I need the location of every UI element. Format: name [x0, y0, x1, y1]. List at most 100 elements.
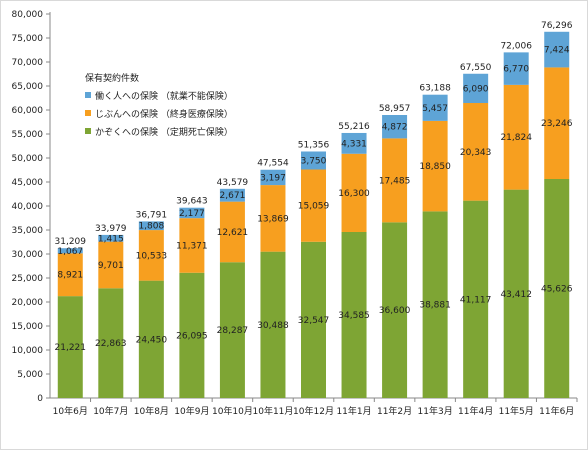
bar-segment: [544, 31, 570, 68]
y-tick-label: 65,000: [12, 82, 44, 92]
total-label: 51,356: [298, 140, 330, 150]
bar-segment: [422, 211, 448, 398]
data-label: 12,621: [217, 228, 249, 238]
legend-swatch: [85, 110, 91, 116]
total-label: 58,957: [379, 104, 411, 114]
total-label: 47,554: [257, 159, 289, 169]
bar-segment: [544, 178, 570, 398]
bar-segment: [341, 132, 367, 154]
x-tick-label: 11年1月: [336, 405, 371, 417]
bar-segment: [544, 67, 570, 179]
bar-segment: [301, 151, 326, 170]
bar-segment: [503, 52, 529, 85]
legend-title: 保有契約件数: [85, 72, 139, 84]
data-label: 6,770: [503, 65, 529, 75]
data-label: 18,850: [419, 162, 451, 172]
data-label: 20,343: [460, 148, 492, 158]
x-tick-label: 11年2月: [377, 405, 412, 417]
bar-segment: [179, 218, 205, 273]
data-label: 38,881: [419, 301, 451, 311]
bar-segment: [57, 296, 83, 398]
bar-segment: [301, 241, 326, 398]
bar-segment: [301, 169, 326, 242]
bar-segment: [503, 84, 529, 190]
data-label: 23,246: [541, 119, 573, 129]
y-tick-label: 60,000: [12, 106, 44, 116]
bar-segment: [341, 153, 367, 232]
data-label: 3,197: [260, 173, 286, 183]
legend-entry: 働く人への保険 （就業不能保険）: [95, 90, 233, 102]
y-tick-label: 75,000: [12, 34, 44, 44]
bar-segment: [179, 272, 205, 398]
legend-entry: かぞくへの保険 （定期死亡保険）: [95, 126, 233, 138]
data-label: 4,331: [341, 139, 367, 149]
data-label: 15,059: [298, 202, 330, 212]
data-label: 32,547: [298, 316, 330, 326]
y-tick-label: 20,000: [12, 298, 44, 308]
y-tick-label: 55,000: [12, 130, 44, 140]
data-label: 8,921: [57, 271, 83, 281]
bar-segment: [98, 234, 124, 242]
data-label: 21,221: [55, 343, 87, 353]
data-label: 5,457: [422, 104, 448, 114]
total-label: 55,216: [338, 122, 370, 132]
y-tick-label: 30,000: [12, 250, 44, 260]
data-label: 24,450: [136, 335, 168, 345]
total-label: 72,006: [500, 41, 532, 51]
axes: 0 5,000 10,000 15,000 20,000 25,000 30,000 35,0…: [12, 10, 578, 417]
bar-segment: [382, 115, 408, 139]
y-tick-label: 35,000: [12, 226, 44, 236]
x-tick-label: 10年12月: [293, 405, 334, 417]
bar-segment: [138, 230, 164, 281]
y-tick-label: 5,000: [17, 370, 43, 380]
x-tick-label: 11年4月: [458, 405, 493, 417]
data-label: 41,117: [460, 295, 492, 305]
bar-segment: [422, 120, 448, 212]
bar-segment: [422, 94, 448, 121]
x-tick-label: 10年11月: [253, 405, 294, 417]
data-label: 1,415: [98, 234, 124, 244]
total-label: 31,209: [55, 237, 87, 247]
bar-segment: [260, 185, 286, 252]
bar-segment: [382, 222, 408, 398]
data-label: 3,750: [301, 156, 327, 166]
y-tick-label: 25,000: [12, 274, 44, 284]
data-label: 1,808: [138, 222, 164, 232]
bar-segment: [463, 200, 489, 398]
x-tick-label: 10年10月: [212, 405, 253, 417]
total-label: 76,296: [541, 21, 573, 31]
data-label: 43,412: [500, 290, 532, 300]
bar-segment: [98, 241, 124, 289]
total-label: 63,188: [419, 84, 451, 94]
data-label: 28,287: [217, 326, 249, 336]
bar-segment: [260, 251, 286, 398]
bar-segment: [463, 73, 489, 103]
bar-segment: [138, 280, 164, 398]
data-label: 2,177: [179, 209, 205, 219]
y-tick-label: 50,000: [12, 154, 44, 164]
bar-segment: [219, 262, 245, 398]
x-tick-label: 10年6月: [53, 405, 88, 417]
data-label: 45,626: [541, 284, 573, 294]
bar-segment: [98, 288, 124, 398]
legend-swatch: [85, 128, 91, 134]
bar-segment: [503, 189, 529, 398]
total-label: 33,979: [95, 224, 127, 234]
data-label: 10,533: [136, 251, 168, 261]
data-label: 17,485: [379, 176, 411, 186]
data-label: 13,869: [257, 214, 289, 224]
x-tick-label: 10年9月: [174, 405, 209, 417]
data-label: 22,863: [95, 339, 127, 349]
data-label: 34,585: [338, 311, 370, 321]
data-label: 7,424: [544, 46, 570, 56]
data-label: 21,824: [500, 133, 532, 143]
data-label: 1,067: [57, 247, 83, 257]
bar-segment: [382, 138, 408, 223]
data-label: 26,095: [176, 331, 208, 341]
data-label: 11,371: [176, 241, 208, 251]
x-tick-label: 11年5月: [499, 405, 534, 417]
data-label: 16,300: [338, 189, 370, 199]
